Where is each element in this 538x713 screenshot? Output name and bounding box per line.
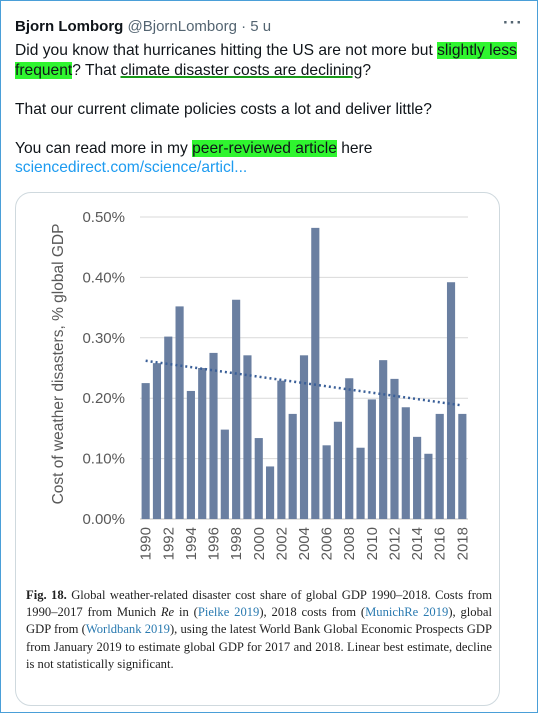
tweet-time[interactable]: 5 u — [250, 18, 272, 35]
bar-1997 — [220, 429, 229, 519]
x-tick-label: 2014 — [409, 527, 426, 560]
text-segment: ? — [362, 61, 371, 79]
x-tick-label: 2010 — [364, 527, 381, 560]
figure-caption: Fig. 18. Global weather-related disaster… — [26, 587, 492, 673]
caption-text: Global weather-related disaster cost sha… — [26, 588, 492, 620]
bar-2012 — [390, 378, 399, 519]
bar-2016 — [435, 413, 444, 519]
author-handle[interactable]: @BjornLomborg — [127, 18, 237, 35]
bar-1990 — [141, 383, 150, 519]
trend-line — [145, 359, 463, 407]
y-tick-label: 0.20% — [82, 390, 125, 407]
bar-2017 — [446, 282, 456, 519]
x-tick-label: 2006 — [319, 527, 336, 560]
tweet-paragraph-1: Did you know that hurricanes hitting the… — [15, 41, 527, 80]
bar-2003 — [288, 413, 297, 519]
bar-2007 — [333, 421, 343, 519]
bar-2015 — [424, 453, 433, 519]
article-link[interactable]: sciencedirect.com/science/articl... — [15, 159, 248, 176]
caption-text: ), using the latest World Bank Global Ec… — [26, 622, 492, 671]
caption-label: Fig. 18. — [26, 588, 67, 602]
x-tick-label: 1998 — [228, 527, 245, 560]
x-tick-label: 1994 — [183, 527, 200, 560]
caption-text: ), global GDP from ( — [26, 605, 492, 637]
text-segment: here — [336, 139, 373, 157]
bar-2004 — [299, 355, 309, 519]
text-segment: Did you know that hurricanes hitting the… — [15, 42, 438, 59]
citation-link[interactable]: Worldbank 2019 — [85, 622, 170, 637]
bar-2010 — [367, 399, 376, 519]
x-tick-label: 2012 — [386, 527, 403, 560]
x-tick-label: 2018 — [454, 527, 471, 560]
tweet-paragraph-2: That our current climate policies costs … — [15, 100, 432, 118]
bar-1995 — [198, 368, 207, 519]
y-axis-label: Cost of weather disasters, % global GDP — [50, 224, 67, 505]
x-tick-label: 2004 — [296, 527, 313, 560]
underline-climate-costs: climate disaster costs are declining — [120, 61, 363, 79]
bar-1999 — [243, 355, 252, 519]
bar-2009 — [356, 447, 365, 519]
bar-1993 — [175, 306, 184, 519]
y-tick-label: 0.10% — [82, 451, 125, 468]
bar-2005 — [311, 227, 320, 519]
bar-2006 — [322, 445, 331, 519]
y-tick-label: 0.50% — [82, 209, 125, 226]
x-tick-label: 1992 — [160, 527, 177, 560]
more-horizontal-icon[interactable]: ··· — [503, 13, 523, 32]
media-card[interactable]: 0.00% 0.10% 0.20% 0.30% 0.40% 0.50% 1990 1992 19… — [15, 192, 500, 706]
bar-1996 — [209, 352, 218, 519]
text-segment: You can read more in my — [15, 139, 193, 157]
bar-1994 — [186, 390, 195, 519]
bar-2018 — [458, 413, 467, 519]
y-tick-label: 0.00% — [82, 511, 125, 528]
bar-2011 — [379, 360, 388, 519]
caption-text: in ( — [174, 605, 198, 620]
citation-link[interactable]: Pielke 2019 — [197, 605, 260, 620]
bar-2008 — [345, 378, 354, 519]
author-name[interactable]: Bjorn Lomborg — [15, 18, 124, 35]
bar-2001 — [265, 466, 275, 519]
highlight-peer-reviewed: peer-reviewed article — [192, 139, 337, 157]
x-tick-label: 1996 — [206, 527, 223, 560]
bar-2013 — [401, 407, 410, 519]
citation-link[interactable]: MunichRe 2019 — [365, 605, 449, 620]
bar-1992 — [164, 336, 173, 519]
x-tick-label: 2016 — [432, 527, 449, 560]
bar-2014 — [413, 436, 422, 519]
bar-2000 — [254, 438, 263, 519]
bar-2002 — [277, 380, 286, 519]
text-segment: ? That — [72, 61, 121, 79]
tweet-paragraph-3: You can read more in my peer-reviewed ar… — [15, 139, 527, 159]
separator-dot: · — [236, 18, 251, 35]
bar-chart: 0.00% 0.10% 0.20% 0.30% 0.40% 0.50% 1990 1992 19… — [50, 209, 471, 560]
x-tick-label: 2000 — [251, 527, 268, 560]
y-tick-label: 0.30% — [82, 330, 125, 347]
y-tick-label: 0.40% — [82, 269, 125, 286]
x-tick-label: 2002 — [273, 527, 290, 560]
bar-1991 — [152, 363, 162, 519]
tweet-header: Bjorn Lomborg @BjornLomborg · 5 u — [15, 18, 271, 35]
tweet-text: Did you know that hurricanes hitting the… — [15, 41, 527, 178]
x-tick-label: 1990 — [138, 527, 155, 560]
x-tick-label: 2008 — [341, 527, 358, 560]
bar-1998 — [232, 299, 241, 519]
caption-text: Re — [160, 605, 175, 620]
caption-text: ), 2018 costs from ( — [259, 605, 366, 620]
